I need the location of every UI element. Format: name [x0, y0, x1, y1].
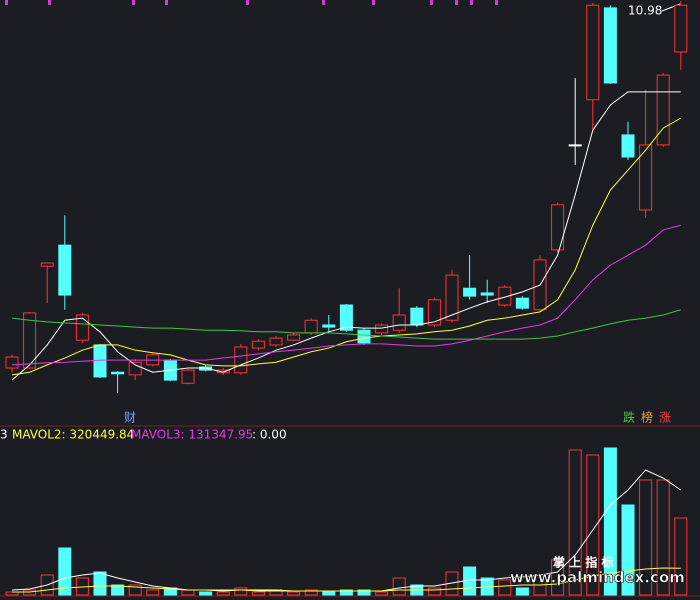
- volume-bar: [58, 547, 72, 596]
- candle-body: [128, 361, 142, 376]
- marker: [322, 0, 325, 5]
- volume-bar: [551, 559, 565, 596]
- ma-line: [11, 117, 682, 376]
- marker: [246, 0, 249, 5]
- marker: [495, 0, 498, 5]
- candle-body: [251, 340, 265, 349]
- candle-body: [23, 312, 37, 369]
- indicator-header: : 0.00: [252, 428, 287, 442]
- volume-bar: [287, 591, 301, 596]
- annotation: 财: [124, 411, 136, 425]
- marker: [470, 0, 473, 5]
- candle-body: [93, 344, 107, 378]
- candle-body: [199, 366, 213, 371]
- volume-bar: [621, 504, 635, 596]
- candle-body: [639, 144, 653, 211]
- ma-line: [11, 224, 681, 366]
- volume-bar: [375, 591, 389, 596]
- volume-bar: [639, 479, 653, 596]
- volume-bar: [445, 571, 459, 596]
- marker: [5, 0, 8, 5]
- volume-bar: [199, 591, 213, 596]
- candle-body: [5, 356, 19, 369]
- annotation: 榜: [641, 410, 653, 425]
- indicator-header: MAVOL3: 131347.95: [131, 428, 253, 442]
- candle-body: [234, 346, 248, 374]
- marker: [372, 0, 375, 5]
- candle-body: [339, 304, 353, 331]
- marker: [48, 0, 51, 5]
- marker: [430, 0, 433, 5]
- candle-body: [111, 371, 125, 375]
- candle-body: [410, 307, 424, 326]
- ma-line: [12, 567, 681, 593]
- volume-bar: [128, 584, 142, 596]
- candle-body: [322, 324, 336, 328]
- indicator-header: MAVOL2: 320449.84: [12, 428, 134, 442]
- candle-body: [586, 4, 600, 101]
- high-label: 10.98: [628, 4, 662, 18]
- candle-body: [357, 329, 371, 344]
- watermark: 掌 上 指 标: [553, 555, 614, 570]
- annotation: 跌: [623, 410, 635, 425]
- candle-body: [445, 274, 459, 321]
- volume-bar: [498, 579, 512, 596]
- volume-bar: [251, 591, 265, 596]
- volume-bar: [339, 589, 353, 596]
- candle-body: [568, 144, 582, 147]
- volume-bar: [304, 589, 318, 596]
- candle-body: [392, 314, 406, 331]
- candle-body: [603, 7, 617, 84]
- volume-bar: [656, 479, 670, 596]
- candle-body: [58, 244, 72, 296]
- indicator-header: 3: [0, 428, 8, 442]
- candle-body: [551, 204, 565, 251]
- candle-body: [375, 324, 389, 334]
- plot-area: [5, 1, 688, 596]
- candle-body: [75, 314, 89, 341]
- volume-bar: [322, 591, 336, 596]
- volume-bar: [40, 574, 54, 596]
- volume-bar: [111, 584, 125, 596]
- annotation: 涨: [659, 410, 671, 425]
- ma-line: [11, 91, 681, 381]
- candle-body: [40, 262, 54, 267]
- candle-body: [515, 297, 529, 309]
- candle-body: [674, 4, 688, 53]
- volume-bar: [674, 517, 688, 596]
- volume-bar: [392, 577, 406, 596]
- watermark: www.palmindex.com: [510, 569, 685, 587]
- marker: [455, 0, 458, 5]
- candle-body: [463, 287, 477, 297]
- volume-bar: [234, 587, 248, 596]
- top-markers: [5, 0, 498, 5]
- candle-body: [656, 74, 670, 146]
- marker: [165, 0, 168, 5]
- volume-bar: [216, 591, 230, 596]
- volume-bar: [146, 589, 160, 596]
- ma-line: [11, 309, 681, 340]
- candle-body: [498, 286, 512, 306]
- candle-body: [216, 369, 230, 374]
- candle-body: [304, 319, 318, 334]
- candle-body: [621, 134, 635, 158]
- volume-bar: [427, 587, 441, 596]
- volume-bar: [568, 449, 582, 596]
- candle-body: [269, 337, 283, 346]
- marker: [132, 0, 135, 5]
- candle-body: [287, 334, 301, 341]
- volume-bar: [93, 571, 107, 596]
- candle-body: [427, 299, 441, 326]
- volume-bar: [586, 454, 600, 596]
- volume-bar: [603, 447, 617, 596]
- volume-bar: [357, 589, 371, 596]
- candle-body: [480, 292, 494, 296]
- candle-body: [181, 369, 195, 384]
- volume-bar: [515, 587, 529, 596]
